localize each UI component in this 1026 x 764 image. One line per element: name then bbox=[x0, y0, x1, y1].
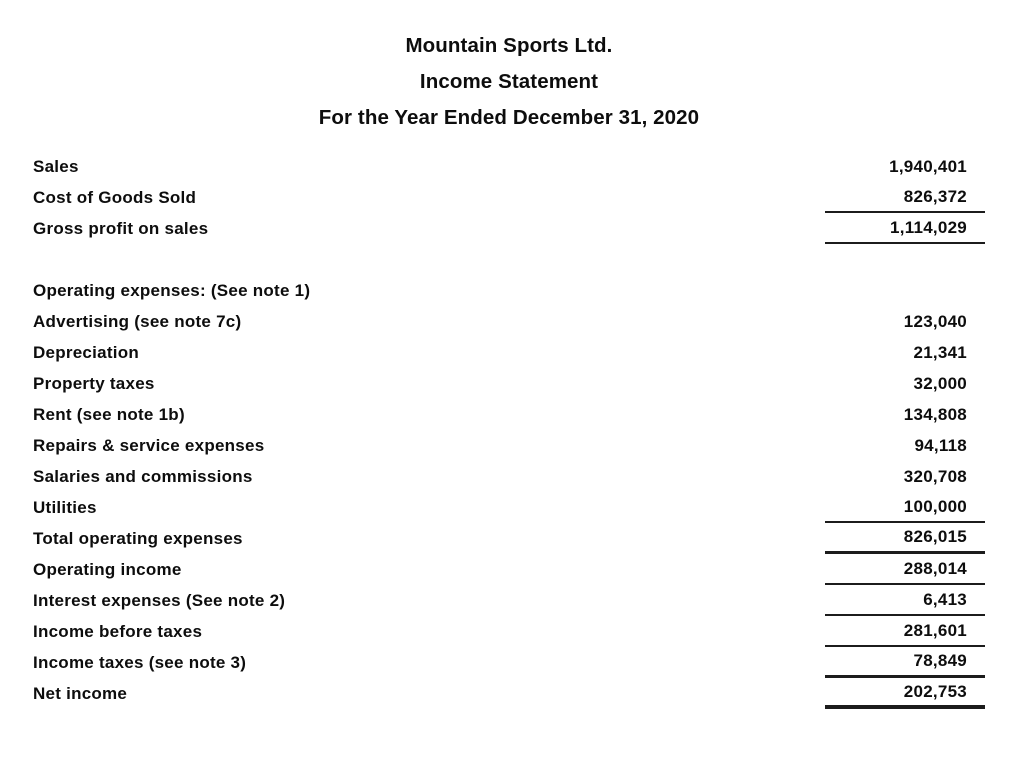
row-label: Income before taxes bbox=[33, 621, 203, 641]
statement-row: Cost of Goods Sold 826,372 bbox=[33, 182, 985, 213]
row-amount: 78,849 bbox=[825, 647, 985, 678]
statement-header: Mountain Sports Ltd. Income Statement Fo… bbox=[33, 28, 985, 136]
row-amount: 123,040 bbox=[903, 311, 967, 331]
row-label: Net income bbox=[33, 683, 128, 703]
row-amount bbox=[825, 244, 985, 275]
row-label: Operating income bbox=[33, 559, 182, 579]
row-label: Repairs & service expenses bbox=[33, 435, 265, 455]
row-amount: 1,114,029 bbox=[825, 213, 985, 244]
row-label: Gross profit on sales bbox=[33, 218, 209, 238]
statement-period: For the Year Ended December 31, 2020 bbox=[318, 106, 700, 129]
row-label: Interest expenses (See note 2) bbox=[33, 590, 286, 610]
row-amount: 288,014 bbox=[825, 554, 985, 585]
row-label: Income taxes (see note 3) bbox=[33, 652, 247, 672]
row-amount: 100,000 bbox=[825, 492, 985, 523]
row-label: Salaries and commissions bbox=[33, 466, 253, 486]
row-amount: 320,708 bbox=[903, 466, 967, 486]
row-label: Rent (see note 1b) bbox=[33, 404, 185, 424]
row-amount: 6,413 bbox=[825, 585, 985, 616]
row-label: Depreciation bbox=[33, 342, 139, 362]
row-label: Cost of Goods Sold bbox=[33, 187, 197, 207]
statement-row: Total operating expenses 826,015 bbox=[33, 523, 985, 554]
row-amount: 281,601 bbox=[825, 616, 985, 647]
statement-row: Utilities 100,000 bbox=[33, 492, 985, 523]
row-amount: 826,015 bbox=[825, 523, 985, 554]
row-amount: 202,753 bbox=[825, 678, 985, 709]
statement-row: Rent (see note 1b) 134,808 bbox=[33, 399, 985, 430]
statement-row: Property taxes 32,000 bbox=[33, 368, 985, 399]
statement-body: Sales 1,940,401 Cost of Goods Sold 826,3… bbox=[33, 151, 985, 709]
row-label: Property taxes bbox=[33, 373, 155, 393]
row-label: Total operating expenses bbox=[33, 528, 243, 548]
statement-row: Operating expenses: (See note 1) bbox=[33, 275, 985, 306]
row-label: Operating expenses: (See note 1) bbox=[33, 280, 311, 300]
row-amount: 21,341 bbox=[913, 342, 967, 362]
statement-row: Advertising (see note 7c) 123,040 bbox=[33, 306, 985, 337]
statement-row: Sales 1,940,401 bbox=[33, 151, 985, 182]
row-amount: 1,940,401 bbox=[889, 156, 967, 176]
row-label: Utilities bbox=[33, 497, 97, 517]
company-name: Mountain Sports Ltd. bbox=[405, 34, 613, 57]
statement-row: Depreciation 21,341 bbox=[33, 337, 985, 368]
row-amount: 826,372 bbox=[825, 182, 985, 213]
statement-row: Net income 202,753 bbox=[33, 678, 985, 709]
statement-row: Gross profit on sales 1,114,029 bbox=[33, 213, 985, 244]
row-amount bbox=[825, 275, 985, 306]
statement-row: Operating income 288,014 bbox=[33, 554, 985, 585]
statement-row: Interest expenses (See note 2) 6,413 bbox=[33, 585, 985, 616]
statement-row: Income taxes (see note 3) 78,849 bbox=[33, 647, 985, 678]
statement-row: Income before taxes 281,601 bbox=[33, 616, 985, 647]
statement-title: Income Statement bbox=[419, 70, 599, 93]
statement-row: Salaries and commissions 320,708 bbox=[33, 461, 985, 492]
statement-row: Repairs & service expenses 94,118 bbox=[33, 430, 985, 461]
row-amount: 94,118 bbox=[914, 435, 967, 455]
row-label: Sales bbox=[33, 156, 79, 176]
row-amount: 32,000 bbox=[913, 373, 967, 393]
row-amount: 134,808 bbox=[903, 404, 967, 424]
row-label: Advertising (see note 7c) bbox=[33, 311, 242, 331]
statement-row bbox=[33, 244, 985, 275]
